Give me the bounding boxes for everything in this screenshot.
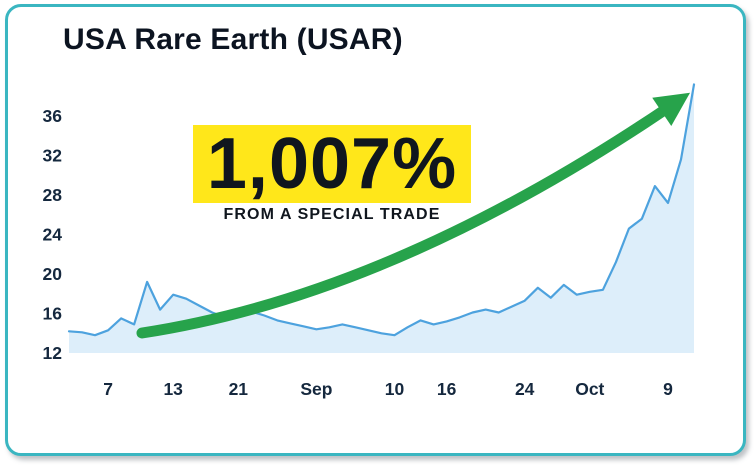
growth-arrow-icon: [136, 92, 691, 339]
gain-callout: 1,007% FROM A SPECIAL TRADE: [176, 125, 488, 224]
area-fill: [69, 84, 694, 354]
y-tick-label: 16: [43, 304, 63, 324]
y-tick-label: 36: [43, 106, 63, 126]
gain-percent: 1,007%: [192, 125, 472, 203]
y-tick-label: 20: [43, 264, 63, 284]
x-tick-label: 24: [515, 379, 535, 399]
y-tick-label: 32: [43, 146, 63, 166]
x-tick-label: 7: [103, 379, 113, 399]
y-tick-label: 24: [43, 225, 63, 245]
y-tick-label: 12: [43, 343, 63, 363]
gain-subtitle: FROM A SPECIAL TRADE: [223, 206, 441, 223]
price-chart-svg: 36 32 28 24 20 16 12 7 13 21 Sep 10 16 24 Oct 9: [43, 83, 696, 399]
x-tick-label: Oct: [575, 379, 604, 399]
price-chart: 36 32 28 24 20 16 12 7 13 21 Sep 10 16 24 Oct 9 1,007% …: [38, 83, 718, 423]
x-tick-label: 21: [229, 379, 249, 399]
y-tick-label: 28: [43, 185, 63, 205]
chart-card: USA Rare Earth (USAR) 36 32 28 24 20 16 12 7 13 2…: [5, 4, 746, 456]
x-tick-label: 9: [663, 379, 673, 399]
x-tick-label: 13: [163, 379, 183, 399]
chart-title: USA Rare Earth (USAR): [63, 23, 403, 56]
x-tick-label: 16: [437, 379, 457, 399]
x-tick-label: Sep: [300, 379, 332, 399]
x-tick-label: 10: [385, 379, 405, 399]
price-line: [67, 83, 696, 337]
